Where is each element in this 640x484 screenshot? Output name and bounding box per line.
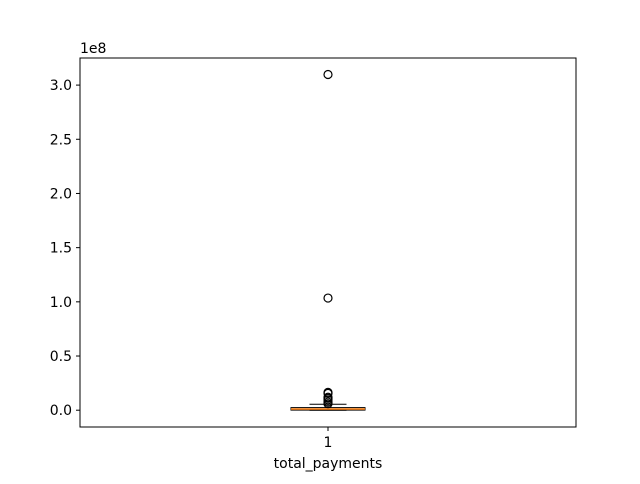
outlier-point bbox=[323, 388, 333, 399]
x-axis-ticks: 1 bbox=[324, 427, 333, 451]
outlier-point bbox=[323, 293, 333, 303]
outlier-point bbox=[323, 399, 333, 409]
y-tick-label: 1.0 bbox=[50, 295, 72, 311]
y-tick-label: 0.5 bbox=[50, 349, 72, 365]
y-tick-label: 2.0 bbox=[50, 186, 72, 202]
outlier-point bbox=[323, 69, 333, 80]
x-axis-label: total_payments bbox=[274, 456, 383, 472]
y-tick-label: 2.5 bbox=[50, 132, 72, 148]
y-tick-label: 3.0 bbox=[50, 78, 72, 94]
plot-frame bbox=[79, 57, 577, 428]
x-tick-label: 1 bbox=[324, 435, 333, 451]
y-axis-ticks: 0.0 0.5 1.0 1.5 2.0 2.5 3.0 bbox=[50, 78, 80, 419]
outlier-points bbox=[323, 69, 333, 409]
y-axis-offset-label: 1e8 bbox=[80, 41, 106, 57]
y-tick-label: 1.5 bbox=[50, 241, 72, 257]
y-tick-label: 0.0 bbox=[50, 403, 72, 419]
